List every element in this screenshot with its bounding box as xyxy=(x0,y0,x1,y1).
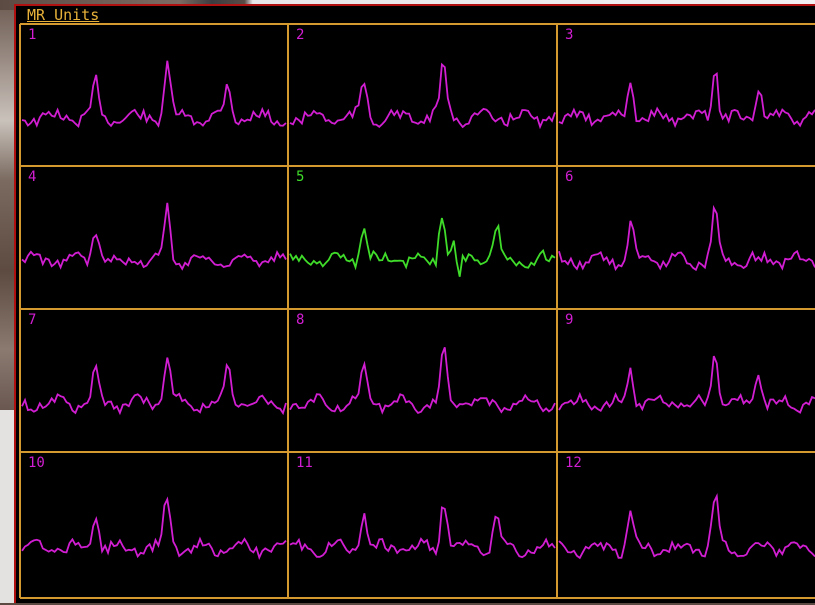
waveform-trace xyxy=(21,202,287,271)
panel-label: 3 xyxy=(565,27,573,43)
waveform-grid: 1 2 34 5 67 8 910 11 12 xyxy=(19,23,815,599)
waveform-trace xyxy=(289,62,556,130)
panel-label: 9 xyxy=(565,312,573,328)
mr-units-display: MR Units 1 2 3 4 5 6 7 8 9 10 11 12 xyxy=(14,4,815,603)
panel-label: 6 xyxy=(565,169,573,185)
waveform-trace xyxy=(21,60,287,128)
waveform-trace xyxy=(289,217,556,277)
waveform-trace xyxy=(558,492,815,560)
waveform-trace xyxy=(289,506,556,559)
panel-label: 4 xyxy=(28,169,36,185)
panel-label: 12 xyxy=(565,455,582,471)
waveform-trace xyxy=(558,204,815,272)
panel-label: 11 xyxy=(296,455,313,471)
waveform-trace xyxy=(558,71,815,129)
waveform-trace xyxy=(558,355,815,414)
panel-label: 2 xyxy=(296,27,304,43)
waveform-trace xyxy=(289,346,556,415)
panel-label: 8 xyxy=(296,312,304,328)
panel-label: 10 xyxy=(28,455,45,471)
display-title: MR Units xyxy=(27,6,100,24)
waveform-trace xyxy=(21,357,287,416)
waveform-trace xyxy=(21,496,287,561)
panel-label: 7 xyxy=(28,312,36,328)
panel-label: 1 xyxy=(28,27,36,43)
panel-label: 5 xyxy=(296,169,304,185)
background-photo-strip xyxy=(0,410,14,603)
